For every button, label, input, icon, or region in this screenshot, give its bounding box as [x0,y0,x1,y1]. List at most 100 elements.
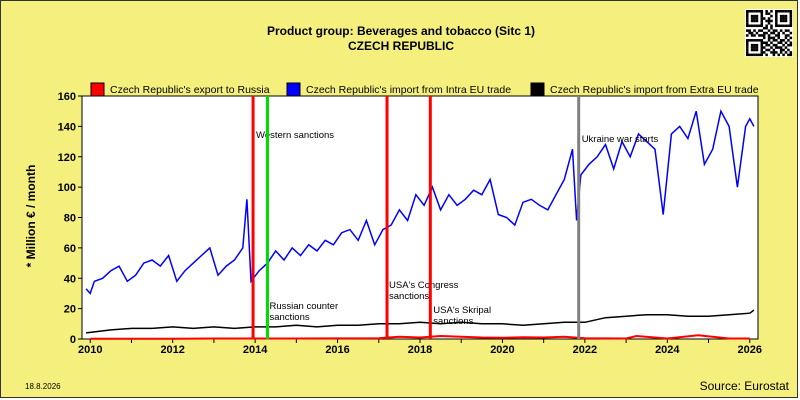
qr-module [750,19,754,23]
y-tick-label: 0 [70,334,76,346]
qr-module [789,36,793,40]
qr-module [765,53,768,57]
series-line-1 [85,109,755,295]
qr-module [762,26,766,30]
qr-module [772,36,776,40]
y-tick-label: 120 [58,152,76,164]
qr-module [767,19,771,23]
qr-module [760,34,764,37]
qr-module [777,36,780,40]
qr-module [746,14,749,18]
qr-module [775,24,778,28]
qr-module [765,48,768,52]
qr-module [758,39,761,42]
qr-module [755,39,759,42]
qr-module [755,19,759,23]
event-label-line: sanctions [433,316,473,327]
qr-module [782,48,785,52]
series-line-0 [90,334,750,340]
qr-module [789,19,793,23]
qr-module [765,19,768,23]
qr-module [758,29,761,32]
qr-module [779,41,783,44]
qr-module [746,12,749,15]
qr-module [779,19,783,23]
y-tick-label: 140 [58,121,76,133]
event-label-line: sanctions [269,312,309,323]
qr-module [779,10,783,13]
qr-module [746,51,749,54]
qr-module [775,14,778,18]
qr-module [753,48,756,52]
qr-module [760,10,764,13]
y-axis-label: * Million € / month [24,165,38,268]
qr-module [789,53,793,57]
qr-module [746,10,749,13]
legend-label-0: Czech Republic's export to Russia [110,84,270,96]
qr-module [750,24,754,28]
qr-module [772,31,776,35]
qr-module [753,43,756,47]
qr-module [750,43,754,47]
qr-module [765,24,768,28]
qr-module [753,17,756,20]
qr-module [746,43,749,47]
qr-module [789,31,793,35]
qr-module [784,24,788,28]
qr-module [765,12,768,15]
qr-module [770,24,773,28]
qr-module [770,36,773,40]
qr-module [782,39,785,42]
qr-module [755,53,759,57]
qr-module [765,31,768,35]
qr-module [775,46,778,49]
x-tick-label: 2012 [160,344,184,356]
qr-module [775,43,778,47]
qr-module [762,34,766,37]
qr-module [755,46,759,49]
qr-module [765,10,768,13]
event-label-line: USA's Skripal [433,305,491,316]
qr-module [746,34,749,37]
qr-module [760,53,764,57]
qr-module [772,39,776,42]
qr-module [767,36,771,40]
event-label-1: Russian counter sanctions [269,301,338,323]
source-label: Source: Eurostat [700,379,790,393]
qr-module [777,31,780,35]
qr-module [772,51,776,54]
x-tick-label: 2022 [573,344,597,356]
qr-module [755,24,759,28]
qr-module [775,39,778,42]
qr-module [770,10,773,13]
qr-module [782,31,785,35]
qr-module [753,29,756,32]
qr-module [753,39,756,42]
qr-module [779,46,783,49]
qr-module [787,34,790,37]
qr-module [767,48,771,52]
qr-module [753,19,756,23]
qr-module [789,22,793,25]
qr-module [772,48,776,52]
y-tick-label: 160 [58,91,76,103]
event-label-3: USA's Skripal sanctions [433,305,491,327]
qr-module [750,10,754,13]
x-tick-label: 2024 [655,344,680,356]
qr-module [779,51,783,54]
qr-module [789,51,793,54]
y-tick-label: 40 [64,273,76,285]
qr-module [760,51,764,54]
qr-module [787,39,790,42]
qr-module [770,51,773,54]
qr-module [775,22,778,25]
qr-module [746,39,749,42]
qr-module [750,53,754,57]
qr-module [782,14,785,18]
qr-module [789,24,793,28]
qr-module [775,29,778,32]
chart-subtitle: CZECH REPUBLIC [348,39,454,53]
qr-module [760,17,764,20]
legend-label-2: Czech Republic's import from Extra EU tr… [550,84,759,96]
